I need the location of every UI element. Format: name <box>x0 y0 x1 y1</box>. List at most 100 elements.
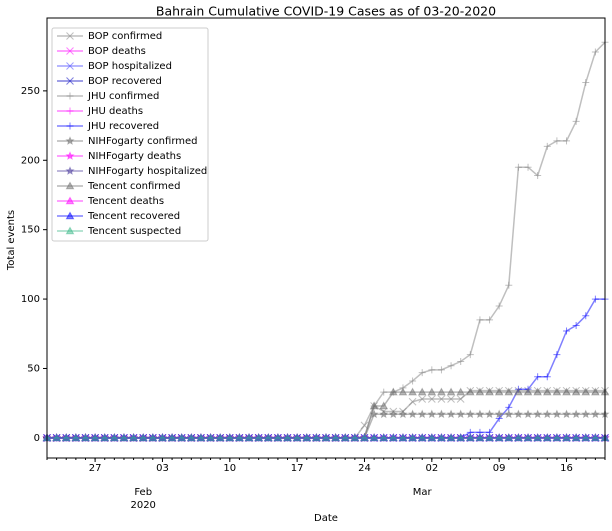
data-point <box>475 433 485 442</box>
legend-label: NIHFogarty confirmed <box>88 136 198 147</box>
data-point <box>562 433 571 442</box>
legend-label: JHU recovered <box>87 121 159 132</box>
data-point <box>119 433 129 442</box>
x-axis-label: Date <box>314 513 338 524</box>
x-tick-label: 24 <box>358 463 371 474</box>
data-point <box>81 433 90 442</box>
legend-marker <box>66 77 74 85</box>
data-point <box>340 433 350 442</box>
legend-marker <box>65 211 75 220</box>
axes-frame <box>46 17 606 459</box>
data-point <box>417 387 427 396</box>
data-point <box>543 142 551 150</box>
data-point <box>447 362 455 370</box>
y-axis-label: Total events <box>6 210 17 271</box>
legend-label: BOP confirmed <box>88 31 162 42</box>
legend-marker <box>66 62 74 70</box>
y-tick-label: 50 <box>27 363 40 374</box>
x-tick-label: 17 <box>291 463 304 474</box>
data-point <box>292 433 302 442</box>
data-point <box>446 409 456 419</box>
data-point <box>542 409 552 419</box>
data-point <box>534 373 542 381</box>
data-point <box>90 433 100 442</box>
data-point <box>417 433 427 442</box>
data-point <box>379 433 389 442</box>
legend-entry <box>57 107 83 115</box>
legend-marker <box>65 181 75 190</box>
data-point <box>485 387 494 396</box>
data-point <box>552 433 562 442</box>
data-point <box>167 433 177 442</box>
data-point <box>350 433 360 442</box>
legend-entry <box>57 77 83 85</box>
data-point <box>215 433 225 442</box>
data-point <box>148 433 158 442</box>
data-point <box>456 409 466 419</box>
data-point <box>465 409 475 419</box>
data-point <box>582 79 590 87</box>
data-point <box>244 433 254 442</box>
legend-marker <box>65 226 75 235</box>
data-point <box>542 433 552 442</box>
data-point <box>552 409 562 419</box>
data-point <box>514 163 522 171</box>
data-point <box>379 401 389 410</box>
x-tick-label: 09 <box>493 463 506 474</box>
data-point <box>235 433 244 442</box>
legend-label: Tencent recovered <box>87 211 180 222</box>
data-point <box>380 388 388 396</box>
data-point <box>533 433 543 442</box>
data-point <box>206 433 215 442</box>
legend-entry <box>57 122 83 130</box>
data-point <box>514 433 523 442</box>
data-point <box>225 433 235 442</box>
data-point <box>427 387 437 396</box>
series <box>42 433 610 442</box>
data-point <box>52 433 61 442</box>
data-point <box>513 409 523 419</box>
year-label: 2020 <box>130 500 155 511</box>
data-point <box>476 316 484 324</box>
data-point <box>533 409 543 419</box>
data-point <box>446 387 456 396</box>
data-point <box>408 397 417 406</box>
data-point <box>494 387 504 396</box>
legend-entry <box>57 136 83 145</box>
data-point <box>591 295 599 303</box>
legend-label: Tencent confirmed <box>87 181 180 192</box>
x-tick-label: 10 <box>223 463 236 474</box>
legend-entry <box>57 166 83 175</box>
data-point <box>417 409 427 419</box>
data-point <box>427 433 437 442</box>
legend-box <box>51 27 209 242</box>
legend-marker <box>65 136 75 145</box>
data-point <box>562 387 571 396</box>
data-point <box>552 387 562 396</box>
data-point <box>398 409 408 419</box>
data-point <box>504 409 514 419</box>
legend-entry <box>57 47 83 55</box>
data-point <box>591 433 600 442</box>
data-point <box>591 48 599 56</box>
data-point <box>524 163 532 171</box>
data-point <box>485 433 494 442</box>
legend-label: BOP deaths <box>88 46 146 57</box>
data-point <box>388 409 398 419</box>
y-tick-label: 0 <box>34 433 40 444</box>
legend-entry <box>57 151 83 160</box>
data-point <box>533 387 543 396</box>
data-point <box>177 433 187 442</box>
data-point <box>543 373 551 381</box>
data-point <box>437 366 445 374</box>
legend-entry <box>57 92 83 100</box>
legend-label: Tencent suspected <box>87 226 181 237</box>
legend-label: NIHFogarty deaths <box>88 151 181 162</box>
data-point <box>428 366 436 374</box>
data-point <box>408 433 417 442</box>
data-point <box>312 433 321 442</box>
data-point <box>553 351 561 359</box>
data-point <box>561 409 572 419</box>
data-point <box>369 433 379 442</box>
